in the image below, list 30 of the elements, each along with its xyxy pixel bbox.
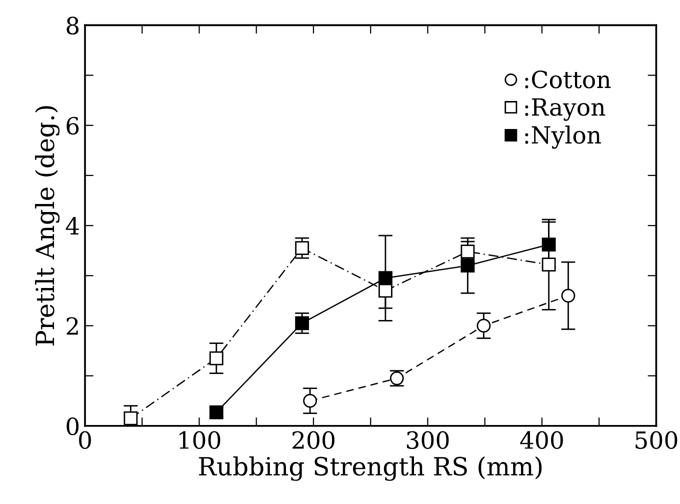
legend-label: :Nylon: [525, 126, 601, 149]
point: [124, 411, 138, 426]
legend-label: :Rayon: [525, 98, 606, 121]
point: [295, 316, 309, 330]
y-axis-title: Pretilt Angle (deg.): [35, 106, 60, 346]
x-tick-label: 500: [636, 431, 678, 450]
point: [542, 258, 556, 272]
point: [378, 271, 392, 286]
x-tick-label: 300: [406, 431, 449, 450]
point: [561, 288, 576, 303]
x-tick-label: 200: [292, 431, 334, 450]
x-axis-title: Rubbing Strength RS (mm): [199, 456, 542, 481]
point: [303, 394, 317, 408]
y-tick-label: 8: [66, 16, 79, 35]
y-tick-label: 4: [66, 216, 79, 235]
point: [476, 318, 491, 333]
y-tick-label: 0: [66, 417, 79, 436]
point: [542, 238, 556, 252]
point: [209, 351, 224, 366]
point: [209, 405, 224, 420]
point: [378, 284, 392, 298]
x-tick-label: 400: [520, 431, 563, 450]
point: [460, 258, 475, 273]
point: [295, 241, 309, 256]
point: [460, 244, 475, 259]
y-tick-label: 2: [66, 317, 78, 335]
x-tick-label: 0: [79, 431, 91, 450]
x-tick-label: 100: [180, 431, 220, 450]
y-tick-label: 6: [66, 116, 79, 135]
legend-label: :Cotton: [525, 70, 611, 88]
